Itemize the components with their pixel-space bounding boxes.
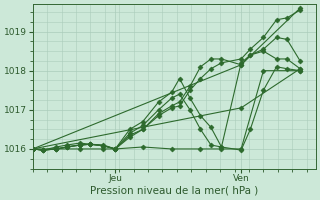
X-axis label: Pression niveau de la mer( hPa ): Pression niveau de la mer( hPa ) [90, 186, 259, 196]
